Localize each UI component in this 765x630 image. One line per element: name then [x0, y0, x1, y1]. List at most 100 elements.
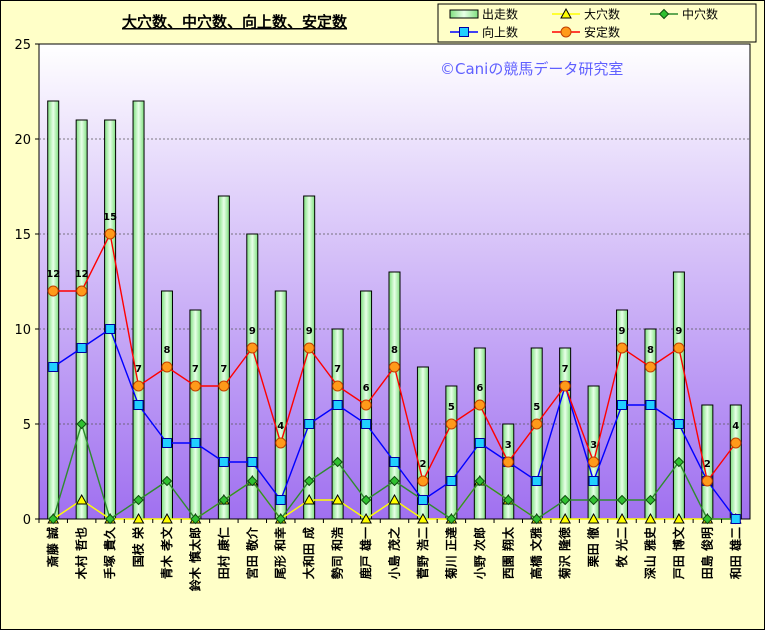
- marker-square: [730, 514, 741, 524]
- x-tick-label: 田島 俊明: [699, 527, 714, 579]
- data-label: 7: [562, 364, 569, 375]
- marker-square: [531, 476, 542, 486]
- x-tick-label: 木村 哲也: [74, 527, 89, 580]
- bar: [189, 309, 202, 520]
- bar: [303, 195, 316, 520]
- data-label: 7: [135, 364, 142, 375]
- legend-label: 出走数: [482, 7, 518, 22]
- data-label: 3: [505, 440, 512, 451]
- marker-square: [247, 457, 258, 467]
- data-label: 7: [192, 364, 199, 375]
- x-axis: 斎藤 誠木村 哲也 手塚 貴久 国枝 栄青木 孝文 鈴木 慎太郎 田村 康仁 宮田 敬介尾…: [38, 519, 743, 591]
- y-tick-label: 0: [23, 513, 31, 528]
- y-tick-label: 20: [14, 133, 31, 148]
- bar: [388, 271, 401, 520]
- marker-circle: [189, 380, 201, 392]
- marker-diamond: [218, 494, 230, 506]
- marker-circle: [389, 361, 400, 373]
- marker-diamond: [360, 494, 372, 506]
- data-label: 5: [448, 402, 455, 413]
- marker-diamond: [645, 494, 656, 506]
- marker-square: [361, 419, 372, 429]
- marker-diamond: [673, 456, 685, 468]
- data-label: 4: [732, 421, 739, 432]
- marker-diamond: [161, 475, 173, 487]
- x-tick-label: 青木 孝文: [159, 526, 174, 579]
- marker-triangle: [75, 493, 88, 505]
- bar: [502, 423, 515, 520]
- legend-swatch: [449, 9, 479, 19]
- marker-diamond: [559, 494, 571, 506]
- marker-diamond: [190, 513, 201, 525]
- marker-triangle: [673, 512, 685, 524]
- bar: [132, 100, 145, 520]
- marker-diamond: [133, 494, 144, 506]
- x-tick-label: 小野 次郎: [472, 527, 487, 579]
- marker-diamond: [48, 513, 59, 525]
- x-tick-label: 大和田 成: [301, 527, 316, 579]
- marker-triangle: [303, 493, 316, 505]
- marker-circle: [218, 380, 230, 392]
- bar: [104, 119, 117, 520]
- bar: [331, 328, 344, 520]
- marker-triangle: [417, 512, 429, 524]
- marker-triangle: [560, 7, 572, 19]
- marker-triangle: [616, 512, 628, 524]
- x-tick-label: 栗田 徹: [586, 526, 601, 567]
- marker-diamond: [588, 494, 599, 506]
- bar: [672, 271, 685, 520]
- bar: [47, 100, 60, 520]
- marker-circle: [360, 399, 372, 411]
- marker-square: [76, 343, 87, 353]
- data-label: 2: [704, 459, 711, 470]
- legend-item: 向上数: [450, 25, 518, 40]
- watermark: ©Caniの競馬データ研究室: [440, 60, 623, 78]
- marker-triangle: [644, 512, 657, 524]
- marker-square: [645, 400, 656, 410]
- marker-square: [161, 438, 172, 448]
- marker-diamond: [616, 494, 628, 506]
- data-label: 7: [334, 364, 341, 375]
- marker-square: [617, 400, 628, 410]
- marker-triangle: [587, 512, 600, 524]
- data-label: 8: [647, 345, 654, 356]
- marker-square: [588, 476, 599, 486]
- line-series-circle: [47, 228, 742, 487]
- legend-item: 中穴数: [650, 7, 718, 22]
- data-label: 6: [476, 383, 483, 394]
- legend-label: 中穴数: [682, 7, 718, 22]
- marker-circle: [730, 437, 742, 449]
- marker-circle: [531, 418, 543, 430]
- legend-label: 向上数: [482, 25, 518, 40]
- marker-square: [332, 400, 343, 410]
- marker-triangle: [331, 493, 344, 505]
- marker-triangle: [388, 493, 401, 505]
- x-tick-label: 戸田 博文: [671, 526, 686, 579]
- bar: [644, 328, 657, 520]
- marker-circle: [303, 342, 315, 354]
- marker-square: [474, 438, 485, 448]
- x-tick-label: 西園 翔太: [500, 526, 515, 579]
- marker-diamond: [474, 475, 486, 487]
- marker-circle: [588, 456, 600, 468]
- marker-square: [105, 324, 116, 334]
- x-tick-label: 鹿戸 雄一: [358, 527, 373, 579]
- marker-circle: [417, 475, 429, 487]
- x-tick-label: 菊川 正達: [443, 527, 458, 580]
- marker-square: [304, 419, 315, 429]
- marker-circle: [47, 285, 59, 297]
- marker-circle: [104, 228, 116, 240]
- marker-square: [275, 495, 286, 505]
- marker-circle: [701, 475, 713, 487]
- y-tick-label: 10: [14, 323, 31, 338]
- marker-square: [446, 476, 457, 486]
- data-label: 9: [249, 326, 256, 337]
- marker-diamond: [76, 418, 87, 430]
- marker-circle: [673, 342, 685, 354]
- x-tick-label: 田村 康仁: [216, 527, 231, 579]
- marker-circle: [559, 380, 571, 392]
- marker-diamond: [658, 8, 670, 20]
- x-tick-label: 深山 雅史: [642, 526, 657, 579]
